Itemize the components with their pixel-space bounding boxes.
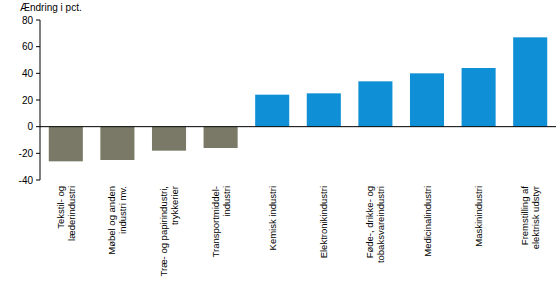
bar <box>462 68 496 127</box>
x-tick-label: Føde-, drikke- ogtobaksvareindustri <box>364 186 386 263</box>
bar <box>255 95 289 127</box>
x-tick-label: Fremstilling afelektrisk udstyr <box>519 186 541 250</box>
y-axis-title: Ændring i pct. <box>20 2 82 13</box>
x-tick-label: Medicinalindustri <box>422 186 433 257</box>
y-tick-label: -40 <box>19 175 34 186</box>
y-tick <box>36 100 40 101</box>
y-tick <box>36 180 40 181</box>
x-tick-label: Kemisk industri <box>267 186 278 250</box>
bars <box>49 37 547 161</box>
bar <box>100 127 134 160</box>
x-tick-label: Tekstil- oglæderindustri <box>55 186 77 241</box>
x-tick-label: Møbel og andenindustri mv. <box>106 186 128 255</box>
x-axis-line <box>40 126 556 127</box>
y-tick-label: 60 <box>22 41 34 52</box>
y-tick-label: 40 <box>22 68 34 79</box>
x-tick-label: Maskinindustri <box>473 186 484 247</box>
chart-container: Ændring i pct. -40 -20 0 20 40 60 80 Tekstil- og… <box>0 0 560 282</box>
bar <box>358 81 392 126</box>
y-tick-label: 20 <box>22 95 34 106</box>
y-tick <box>36 126 40 127</box>
bar <box>49 127 83 162</box>
x-tick-label: Træ- og papirindustri,trykkerier <box>158 186 180 276</box>
bar <box>152 127 186 151</box>
bar <box>410 73 444 126</box>
y-tick-label: -20 <box>19 148 34 159</box>
y-tick <box>36 46 40 47</box>
y-tick-label: 80 <box>22 15 34 26</box>
x-tick-label: Elektronikindustri <box>318 186 329 258</box>
y-tick <box>36 20 40 21</box>
y-tick-label: 0 <box>27 121 33 132</box>
bar <box>204 127 238 148</box>
y-tick <box>36 153 40 154</box>
y-tick <box>36 73 40 74</box>
bar <box>307 93 341 126</box>
chart: Ændring i pct. -40 -20 0 20 40 60 80 Tekstil- og… <box>0 0 560 282</box>
bar <box>513 37 547 126</box>
x-tick-label: Transportmiddel-industri <box>210 186 232 257</box>
